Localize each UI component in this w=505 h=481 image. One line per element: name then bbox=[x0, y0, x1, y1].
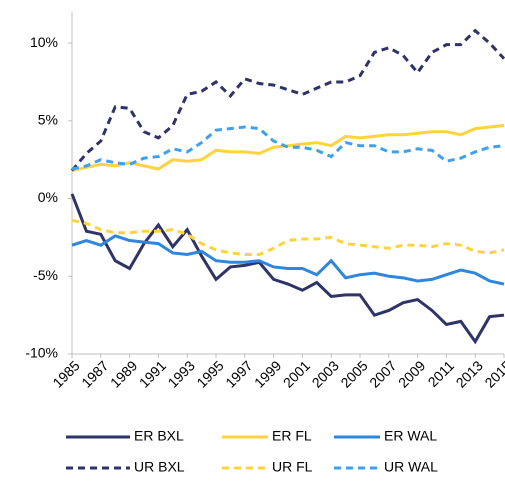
series-line bbox=[70, 28, 505, 172]
y-tick-label: -5% bbox=[33, 267, 58, 283]
series-line bbox=[71, 123, 505, 173]
series-line bbox=[71, 218, 505, 257]
x-tick-label: 2015 bbox=[481, 357, 505, 390]
legend-label: ER BXL bbox=[134, 428, 184, 444]
x-tick-label: 2007 bbox=[366, 357, 399, 390]
legend-label: UR BXL bbox=[134, 459, 185, 475]
x-tick-label: 2005 bbox=[337, 357, 370, 390]
x-tick-label: 1985 bbox=[49, 357, 82, 390]
series-line bbox=[71, 234, 505, 286]
x-tick-label: 1995 bbox=[193, 357, 226, 390]
x-tick-label: 2011 bbox=[425, 357, 458, 390]
x-tick-label: 2001 bbox=[280, 357, 313, 390]
x-tick-label: 1991 bbox=[136, 357, 169, 390]
legend-label: ER WAL bbox=[384, 428, 437, 444]
series-line bbox=[71, 125, 505, 171]
x-tick-label: 2003 bbox=[309, 357, 342, 390]
legend-label: ER FL bbox=[272, 428, 312, 444]
legend-label: UR FL bbox=[272, 459, 313, 475]
y-tick-label: -10% bbox=[25, 345, 58, 361]
x-tick-label: 2009 bbox=[395, 357, 428, 390]
y-tick-label: 0% bbox=[38, 189, 58, 205]
x-tick-label: 1989 bbox=[107, 357, 140, 390]
x-tick-label: 1999 bbox=[251, 357, 284, 390]
x-tick-label: 1993 bbox=[165, 357, 198, 390]
x-tick-label: 2013 bbox=[453, 357, 486, 390]
legend-label: UR WAL bbox=[384, 459, 438, 475]
x-tick-label: 1997 bbox=[222, 357, 255, 390]
y-tick-label: 5% bbox=[38, 112, 58, 128]
y-tick-label: 10% bbox=[30, 34, 58, 50]
series-line bbox=[70, 193, 505, 345]
x-tick-label: 1987 bbox=[78, 357, 111, 390]
